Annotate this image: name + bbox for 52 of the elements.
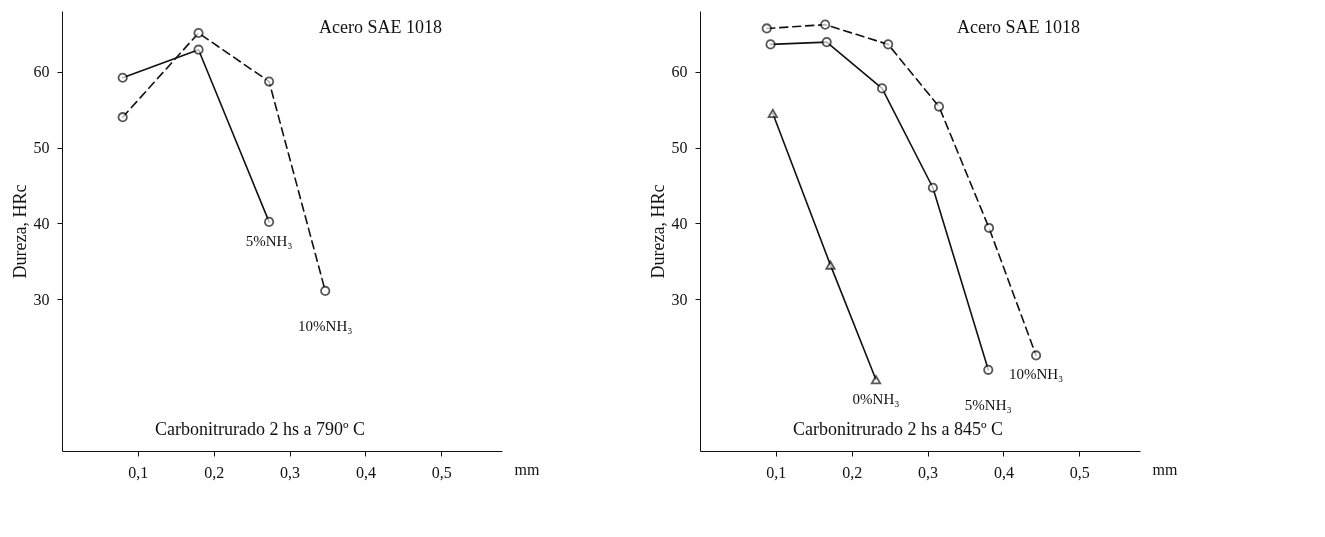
x-tick-label: 0,2	[842, 463, 863, 481]
point	[933, 101, 945, 112]
point	[193, 27, 204, 39]
text: 5%NH₃	[964, 396, 1012, 413]
y-tick-label: 60	[33, 63, 50, 81]
annotation: Carbonitrurado 2 hs a 790º C	[154, 419, 366, 439]
annotation: Carbonitrurado 2 hs a 845º C	[792, 419, 1004, 439]
y-tick-label: 50	[33, 139, 50, 157]
point	[264, 76, 275, 87]
x-tick-label: 0,4	[993, 463, 1014, 481]
point	[767, 108, 778, 118]
x-axis-title: mm	[1152, 460, 1178, 478]
text: 10%NH₃	[298, 317, 353, 334]
point	[883, 39, 894, 50]
x-tick-label: 0,3	[918, 463, 939, 481]
y-tick-label: 40	[671, 214, 688, 232]
point	[320, 285, 331, 297]
chart-title: Acero SAE 1018	[957, 17, 1080, 37]
y-axis-title: Dureza, HRc	[647, 184, 668, 279]
series-label: 5%NH₃	[245, 232, 293, 249]
y-axis-title: Dureza, HRc	[9, 184, 30, 279]
point	[264, 216, 275, 227]
point	[1030, 350, 1042, 361]
series-label: 0%NH₃	[852, 390, 900, 407]
point	[765, 39, 776, 50]
y-tick-label: 40	[33, 214, 50, 232]
y-tick-label: 60	[671, 63, 688, 81]
point	[821, 37, 832, 48]
point	[761, 23, 772, 34]
x-tick-label: 0,5	[431, 463, 452, 481]
x-tick-label: 0,1	[766, 463, 787, 481]
point	[825, 260, 836, 270]
chart-title: Acero SAE 1018	[319, 17, 442, 37]
x-tick-label: 0,2	[204, 463, 225, 481]
point	[983, 222, 995, 234]
x-tick-label: 0,4	[355, 463, 376, 481]
x-axis-title: mm	[514, 460, 540, 478]
point	[820, 19, 831, 30]
series-label: 10%NH₃	[1008, 366, 1064, 383]
point	[927, 182, 938, 193]
y-tick-label: 30	[33, 290, 50, 308]
x-tick-label: 0,5	[1069, 463, 1090, 481]
point	[876, 83, 888, 94]
point	[193, 44, 204, 55]
point	[983, 364, 994, 375]
point	[117, 72, 128, 83]
point	[117, 112, 128, 123]
x-tick-label: 0,1	[128, 463, 149, 481]
point	[870, 375, 882, 385]
x-tick-label: 0,3	[280, 463, 301, 481]
y-tick-label: 50	[671, 139, 688, 157]
y-tick-label: 30	[671, 290, 688, 308]
